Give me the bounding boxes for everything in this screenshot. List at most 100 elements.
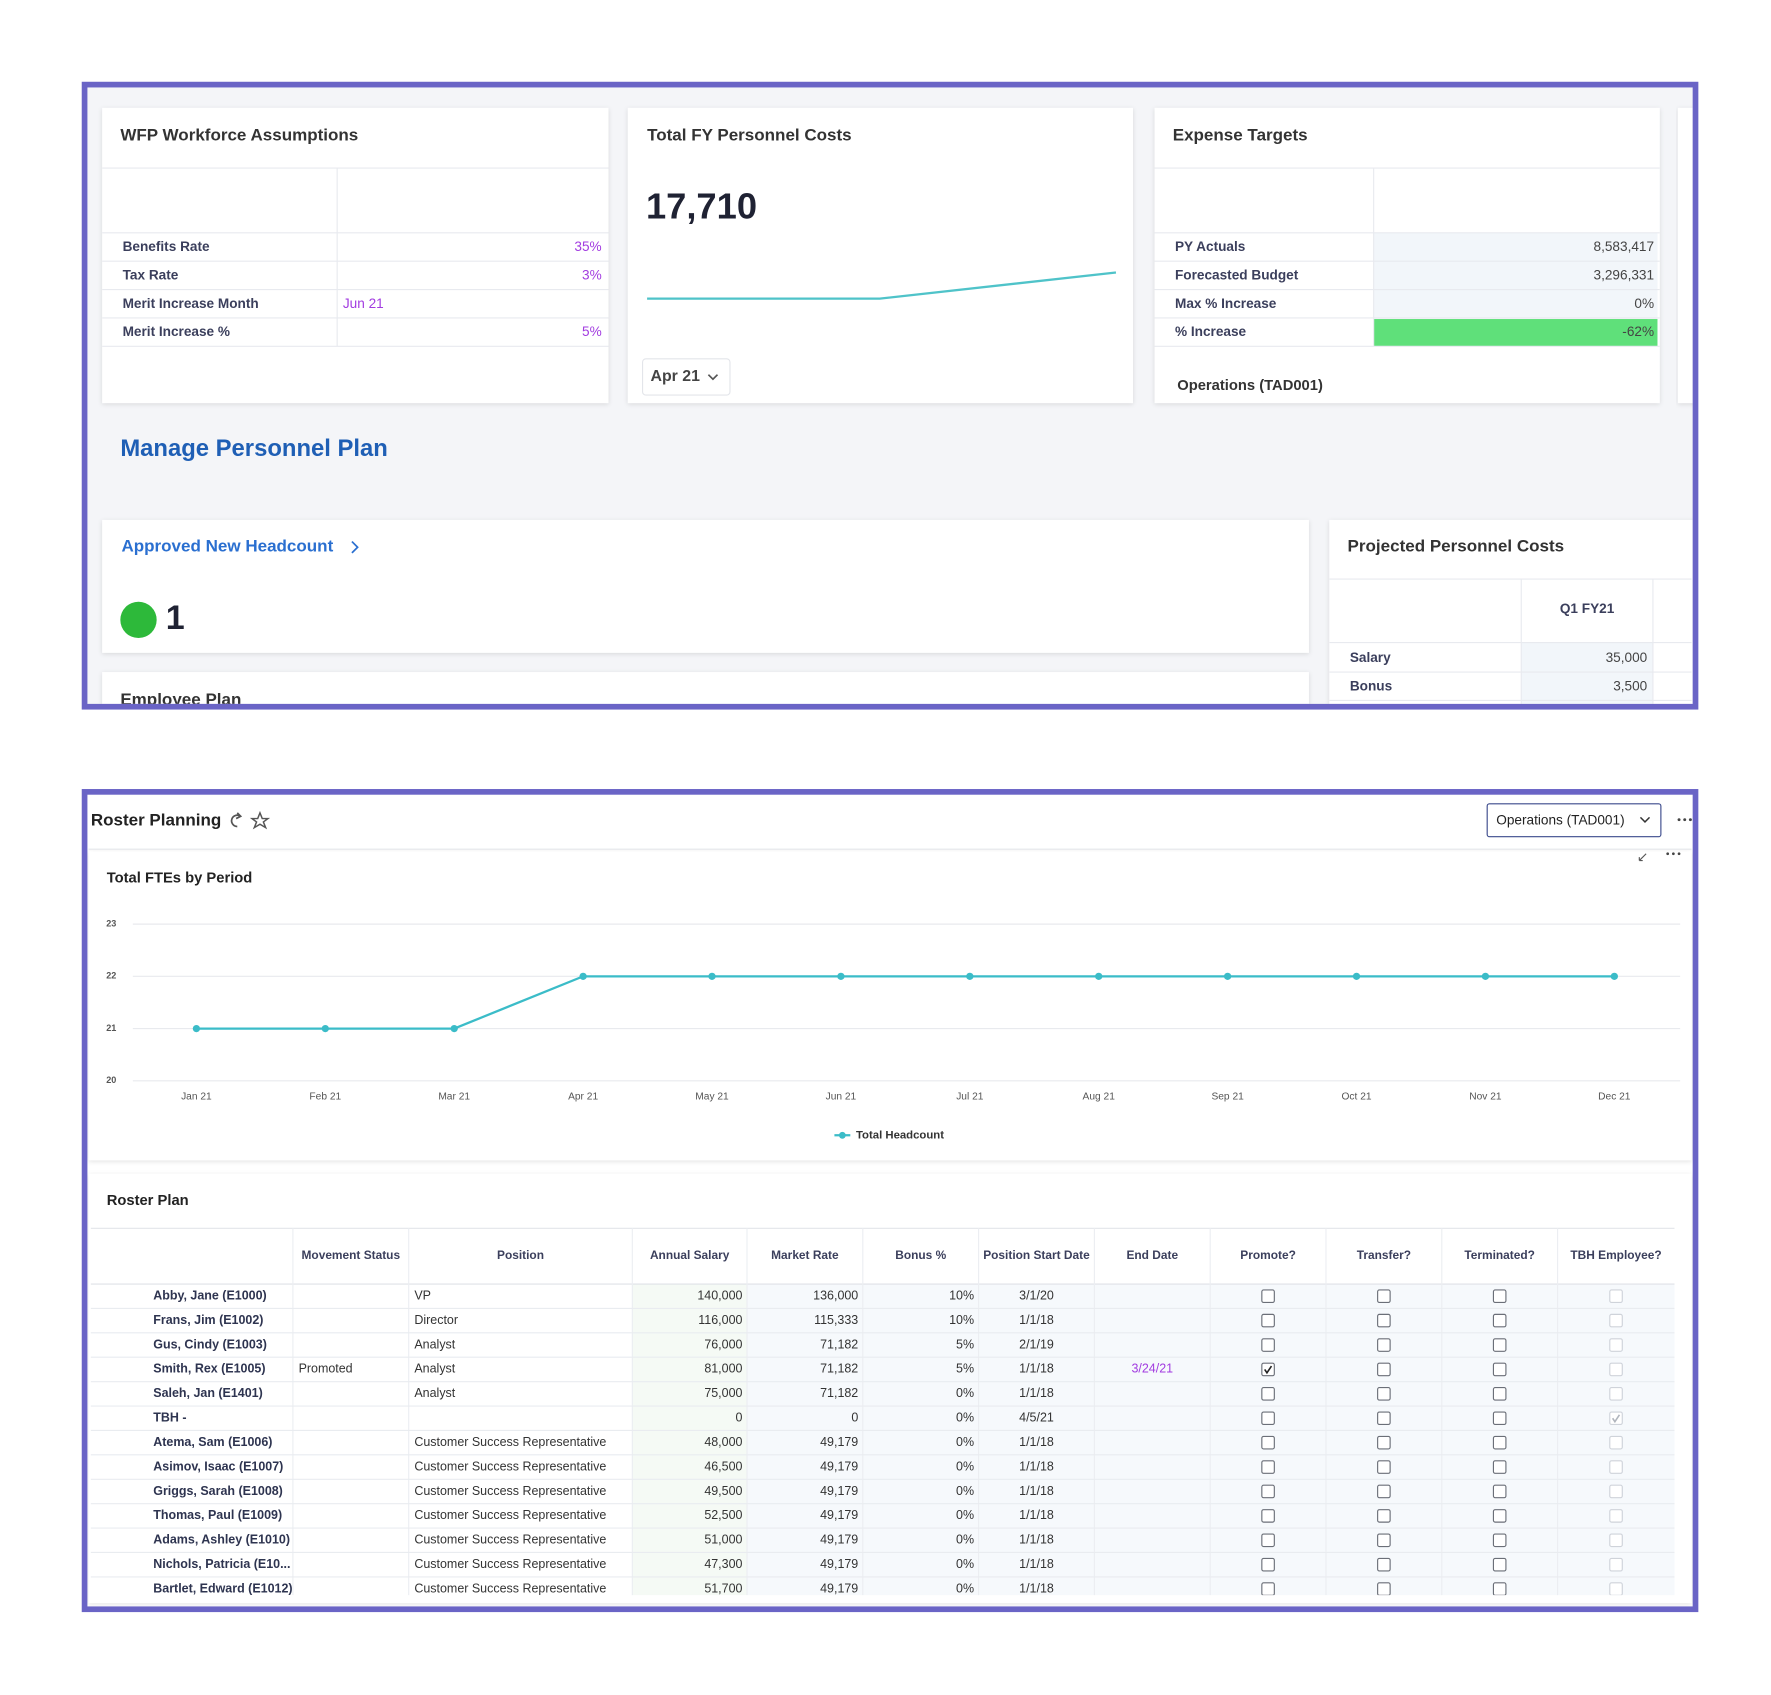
checkbox[interactable] bbox=[1492, 1387, 1507, 1401]
checkbox[interactable] bbox=[1377, 1362, 1391, 1377]
checkbox[interactable] bbox=[1492, 1557, 1507, 1572]
checkbox[interactable] bbox=[1377, 1411, 1391, 1426]
checkbox[interactable] bbox=[1261, 1362, 1275, 1377]
checkbox[interactable] bbox=[1609, 1435, 1623, 1450]
more-dot bbox=[1688, 818, 1692, 822]
checkbox[interactable] bbox=[1261, 1289, 1275, 1304]
checkbox[interactable] bbox=[1377, 1289, 1391, 1304]
checkmark bbox=[1264, 1365, 1273, 1375]
checkbox[interactable] bbox=[1492, 1484, 1507, 1499]
dropdown[interactable] bbox=[1486, 803, 1662, 838]
table-cell: Customer Success Representative bbox=[414, 1459, 606, 1473]
checkbox[interactable] bbox=[1492, 1289, 1507, 1304]
column-header: Q1 FY21 bbox=[1560, 601, 1615, 616]
column-header: Market Rate bbox=[771, 1248, 839, 1262]
chart-title: Total FTEs by Period bbox=[107, 871, 253, 887]
row-value: 5% bbox=[582, 324, 602, 339]
x-tick-label: Mar 21 bbox=[438, 1091, 470, 1102]
row-value: 3% bbox=[582, 267, 602, 282]
value-column bbox=[1521, 642, 1653, 704]
checkbox[interactable] bbox=[1492, 1362, 1507, 1377]
checkbox[interactable] bbox=[1609, 1557, 1623, 1572]
series-line bbox=[196, 975, 1615, 1030]
checkbox[interactable] bbox=[1492, 1338, 1507, 1352]
checkbox[interactable] bbox=[1609, 1460, 1623, 1474]
column-header: Terminated? bbox=[1464, 1248, 1535, 1262]
card-link[interactable]: Approved New Headcount bbox=[121, 537, 333, 556]
checkbox[interactable] bbox=[1609, 1387, 1623, 1401]
checkbox[interactable] bbox=[1261, 1313, 1275, 1328]
checkbox[interactable] bbox=[1261, 1533, 1275, 1548]
table-cell: 49,179 bbox=[820, 1533, 858, 1547]
x-tick-label: Jun 21 bbox=[826, 1091, 857, 1102]
data-point bbox=[708, 972, 716, 980]
checkbox[interactable] bbox=[1377, 1533, 1391, 1548]
checkbox[interactable] bbox=[1261, 1387, 1275, 1401]
column-shade bbox=[632, 1284, 747, 1596]
checkbox[interactable] bbox=[1609, 1313, 1623, 1328]
checkbox[interactable] bbox=[1609, 1338, 1623, 1352]
checkbox[interactable] bbox=[1492, 1582, 1507, 1596]
checkbox[interactable] bbox=[1492, 1435, 1507, 1450]
checkbox[interactable] bbox=[1261, 1484, 1275, 1499]
checkbox[interactable] bbox=[1377, 1582, 1391, 1596]
table-cell: Gus, Cindy (E1003) bbox=[153, 1337, 267, 1351]
more-dot bbox=[1672, 852, 1675, 856]
checkbox[interactable] bbox=[1261, 1411, 1275, 1426]
table-cell: Analyst bbox=[414, 1386, 455, 1400]
table-title: Roster Plan bbox=[107, 1193, 189, 1209]
row-value: 35,000 bbox=[1606, 650, 1648, 665]
checkbox[interactable] bbox=[1609, 1484, 1623, 1499]
checkbox[interactable] bbox=[1377, 1338, 1391, 1352]
checkbox[interactable] bbox=[1261, 1460, 1275, 1474]
y-tick-label: 20 bbox=[106, 1075, 116, 1085]
table-cell: 4/5/21 bbox=[1019, 1411, 1054, 1425]
checkbox[interactable] bbox=[1261, 1557, 1275, 1572]
checkbox[interactable] bbox=[1261, 1509, 1275, 1523]
checkbox[interactable] bbox=[1377, 1460, 1391, 1474]
checkbox[interactable] bbox=[1377, 1387, 1391, 1401]
checkbox[interactable] bbox=[1609, 1533, 1623, 1548]
table-cell: 0% bbox=[956, 1557, 974, 1571]
checkbox[interactable] bbox=[1492, 1533, 1507, 1548]
table-cell: 10% bbox=[949, 1289, 974, 1303]
row-label: Benefits Rate bbox=[123, 239, 210, 254]
refresh-icon[interactable] bbox=[230, 812, 243, 828]
checkbox[interactable] bbox=[1377, 1313, 1391, 1328]
checkbox[interactable] bbox=[1492, 1411, 1507, 1426]
table-cell: 1/1/18 bbox=[1019, 1508, 1054, 1522]
card bbox=[627, 107, 1133, 404]
checkbox[interactable] bbox=[1492, 1460, 1507, 1474]
highlight-cell bbox=[1373, 319, 1658, 347]
table-cell: 1/1/18 bbox=[1019, 1435, 1054, 1449]
table-cell: 0 bbox=[851, 1411, 858, 1425]
star-icon[interactable] bbox=[249, 810, 271, 830]
table-cell: 46,500 bbox=[704, 1459, 742, 1473]
table-cell: 0% bbox=[956, 1581, 974, 1595]
data-point bbox=[450, 1024, 458, 1033]
checkbox[interactable] bbox=[1377, 1509, 1391, 1523]
legend-swatch bbox=[838, 1131, 846, 1139]
table-cell: 1/1/18 bbox=[1019, 1581, 1054, 1595]
data-point bbox=[192, 1024, 201, 1033]
checkbox[interactable] bbox=[1609, 1362, 1623, 1377]
checkbox[interactable] bbox=[1609, 1411, 1623, 1426]
checkbox[interactable] bbox=[1377, 1484, 1391, 1499]
checkbox[interactable] bbox=[1261, 1338, 1275, 1352]
x-tick-label: Apr 21 bbox=[568, 1091, 598, 1102]
checkbox[interactable] bbox=[1261, 1582, 1275, 1596]
checkbox[interactable] bbox=[1377, 1435, 1391, 1450]
data-point bbox=[1095, 972, 1103, 980]
checkbox[interactable] bbox=[1609, 1582, 1623, 1596]
table-cell: 71,182 bbox=[820, 1337, 858, 1351]
checkbox[interactable] bbox=[1492, 1509, 1507, 1523]
table-cell: 1/1/18 bbox=[1019, 1557, 1054, 1571]
checkbox[interactable] bbox=[1609, 1289, 1623, 1304]
period-dropdown[interactable] bbox=[641, 358, 731, 396]
checkbox[interactable] bbox=[1609, 1509, 1623, 1523]
checkbox[interactable] bbox=[1377, 1557, 1391, 1572]
checkbox[interactable] bbox=[1261, 1435, 1275, 1450]
checkmark bbox=[1611, 1414, 1621, 1424]
checkbox[interactable] bbox=[1492, 1313, 1507, 1328]
